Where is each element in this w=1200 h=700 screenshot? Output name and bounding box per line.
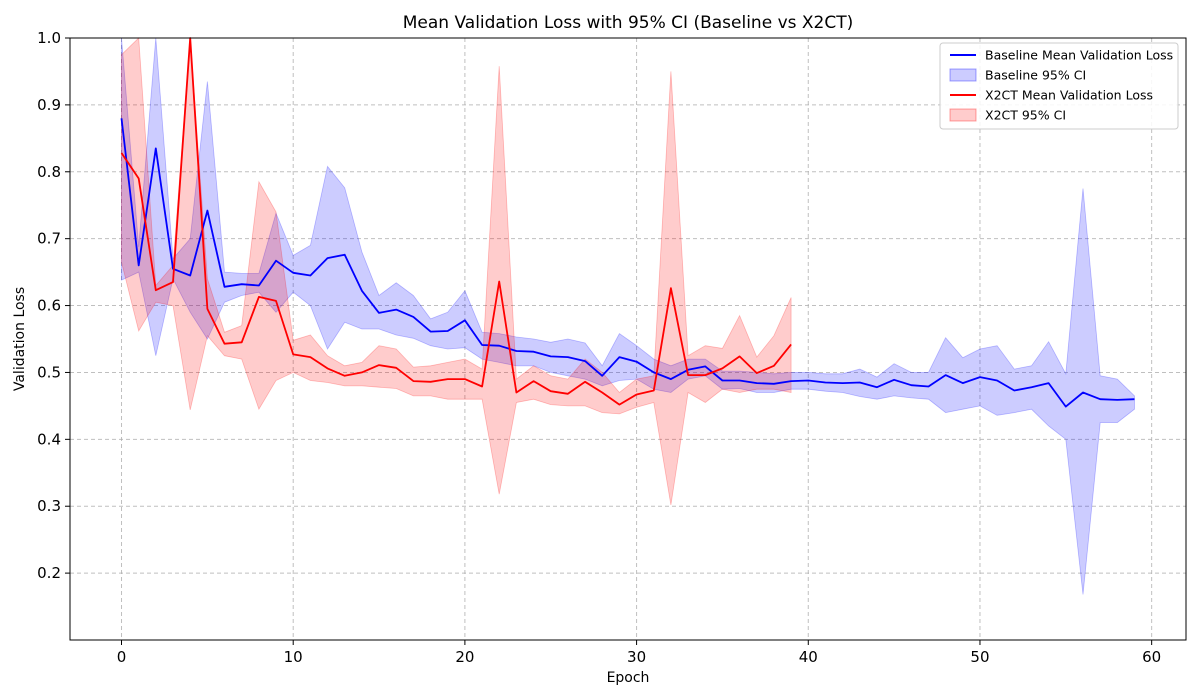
y-axis-ticks: 0.2 0.3 0.4 0.5 0.6 0.7 0.8 0.9 1.0 [37, 29, 70, 582]
legend-band-swatch [949, 68, 977, 82]
chart-title: Mean Validation Loss with 95% CI (Baseli… [403, 13, 854, 33]
legend-box [939, 42, 1179, 130]
series-lines [120, 37, 1135, 408]
legend-label: Baseline 95% CI [985, 68, 1086, 83]
legend-label: X2CT 95% CI [985, 108, 1066, 123]
mean-line-0 [120, 118, 1135, 408]
ci-band-0 [121, 37, 1135, 595]
y-axis-title: Validation Loss [12, 287, 28, 391]
x-tick-label: 30 [627, 648, 646, 666]
y-tick-label: 1.0 [37, 29, 61, 47]
plot-area-frame [69, 37, 1187, 641]
y-tick-label: 0.8 [37, 163, 61, 181]
x-tick-label: 20 [455, 648, 474, 666]
y-tick-label: 0.4 [37, 430, 61, 448]
x-tick-label: 60 [1142, 648, 1161, 666]
y-tick-label: 0.2 [37, 564, 61, 582]
y-tick-label: 0.7 [37, 230, 61, 248]
legend-label: Baseline Mean Validation Loss [985, 48, 1173, 63]
x-axis-title: Epoch [607, 670, 650, 686]
y-tick-label: 0.9 [37, 96, 61, 114]
y-tick-label: 0.6 [37, 297, 61, 315]
x-tick-label: 50 [970, 648, 989, 666]
mean-line-1 [120, 37, 792, 406]
x-tick-label: 40 [799, 648, 818, 666]
legend-band-swatch [949, 108, 977, 122]
ci-bands [121, 37, 1135, 595]
y-tick-label: 0.3 [37, 497, 61, 515]
x-tick-label: 10 [284, 648, 303, 666]
x-axis-ticks: 0 10 20 30 40 50 60 [117, 640, 1161, 666]
legend-label: X2CT Mean Validation Loss [985, 88, 1153, 103]
y-tick-label: 0.5 [37, 363, 61, 381]
legend: Baseline Mean Validation Loss Baseline 95… [939, 42, 1179, 130]
x-tick-label: 0 [117, 648, 127, 666]
ci-band-1 [121, 37, 792, 505]
